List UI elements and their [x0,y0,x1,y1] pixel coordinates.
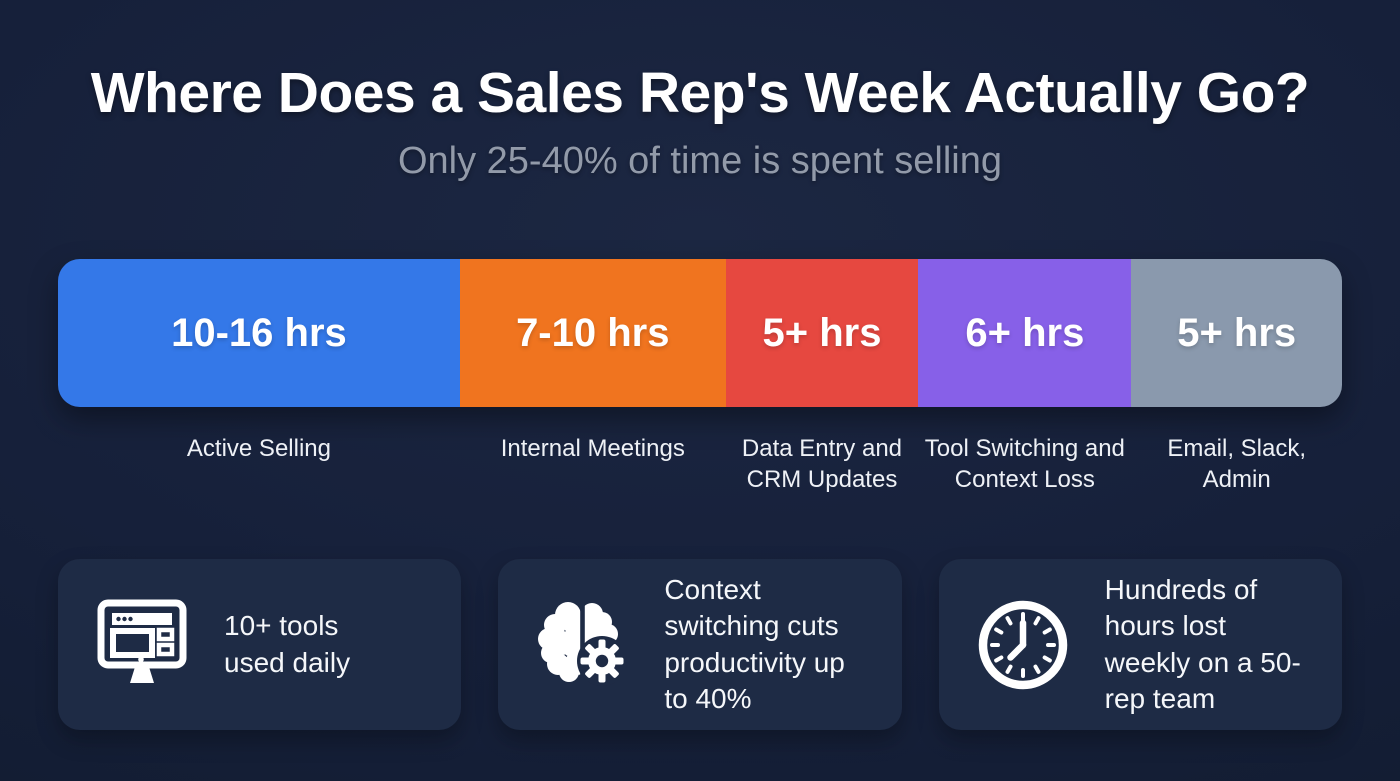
stat-card-tools: 10+ tools used daily [58,559,462,731]
caption-data-entry: Data Entry and CRM Updates [726,433,919,495]
caption-label: Internal Meetings [500,435,685,462]
stat-card-context-switching: Context switching cuts productivity up t… [498,559,902,731]
stat-card-lost-hours: Hundreds of hours lost weekly on a 50-re… [938,559,1342,731]
segment-value: 5+ hrs [1177,310,1297,355]
caption-email-admin: Email, Slack, Admin [1131,433,1342,495]
clock-icon [973,595,1073,695]
bar-segment-email-admin: 5+ hrs [1131,259,1342,407]
caption-label: Tool Switching and Context Loss [924,435,1125,494]
caption-label: Email, Slack, Admin [1167,435,1307,494]
segment-value: 10-16 hrs [171,310,347,355]
page-subtitle: Only 25-40% of time is spent selling [397,140,1003,182]
stat-text: Context switching cuts productivity up t… [664,574,845,715]
page-title: Where Does a Sales Rep's Week Actually G… [90,61,1310,125]
stat-text: Hundreds of hours lost weekly on a 50-re… [1104,574,1301,715]
segment-captions: Active Selling Internal Meetings Data En… [58,433,1342,495]
caption-internal-meetings: Internal Meetings [460,433,726,495]
monitor-tools-icon [92,595,192,695]
stat-cards: 10+ tools used daily [58,559,1342,731]
bar-segment-internal-meetings: 7-10 hrs [459,259,726,407]
caption-label: Active Selling [186,435,331,462]
caption-tool-switching: Tool Switching and Context Loss [918,433,1131,495]
segment-value: 7-10 hrs [516,310,670,355]
bar-segment-data-entry: 5+ hrs [725,259,919,407]
brain-gear-icon [532,595,632,695]
infographic: Where Does a Sales Rep's Week Actually G… [58,0,1342,731]
stacked-bar-chart: 10-16 hrs 7-10 hrs 5+ hrs 6+ hrs 5+ hrs [58,259,1342,407]
bar-segment-active-selling: 10-16 hrs [58,259,460,407]
segment-value: 6+ hrs [965,310,1085,355]
segment-value: 5+ hrs [762,310,882,355]
stat-text: 10+ tools used daily [224,610,351,678]
caption-label: Data Entry and CRM Updates [741,435,903,494]
bar-segment-tool-switching: 6+ hrs [918,259,1132,407]
caption-active-selling: Active Selling [58,433,460,495]
